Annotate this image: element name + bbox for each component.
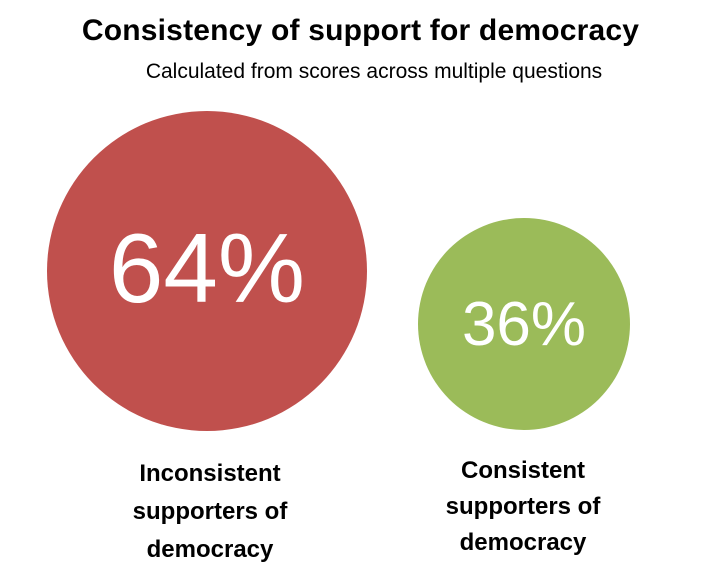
category-label-inconsistent: Inconsistent supporters of democracy [132, 460, 288, 563]
category-label-consistent: Consistent supporters of democracy [445, 457, 601, 556]
value-label-inconsistent: 64% [108, 213, 306, 323]
bubble-consistent-supporters: 36% [418, 218, 630, 430]
chart-subtitle: Calculated from scores across multiple q… [145, 60, 603, 83]
value-label-consistent: 36% [461, 290, 587, 359]
chart-title: Consistency of support for democracy [81, 14, 640, 47]
bubble-inconsistent-supporters: 64% [47, 111, 367, 431]
